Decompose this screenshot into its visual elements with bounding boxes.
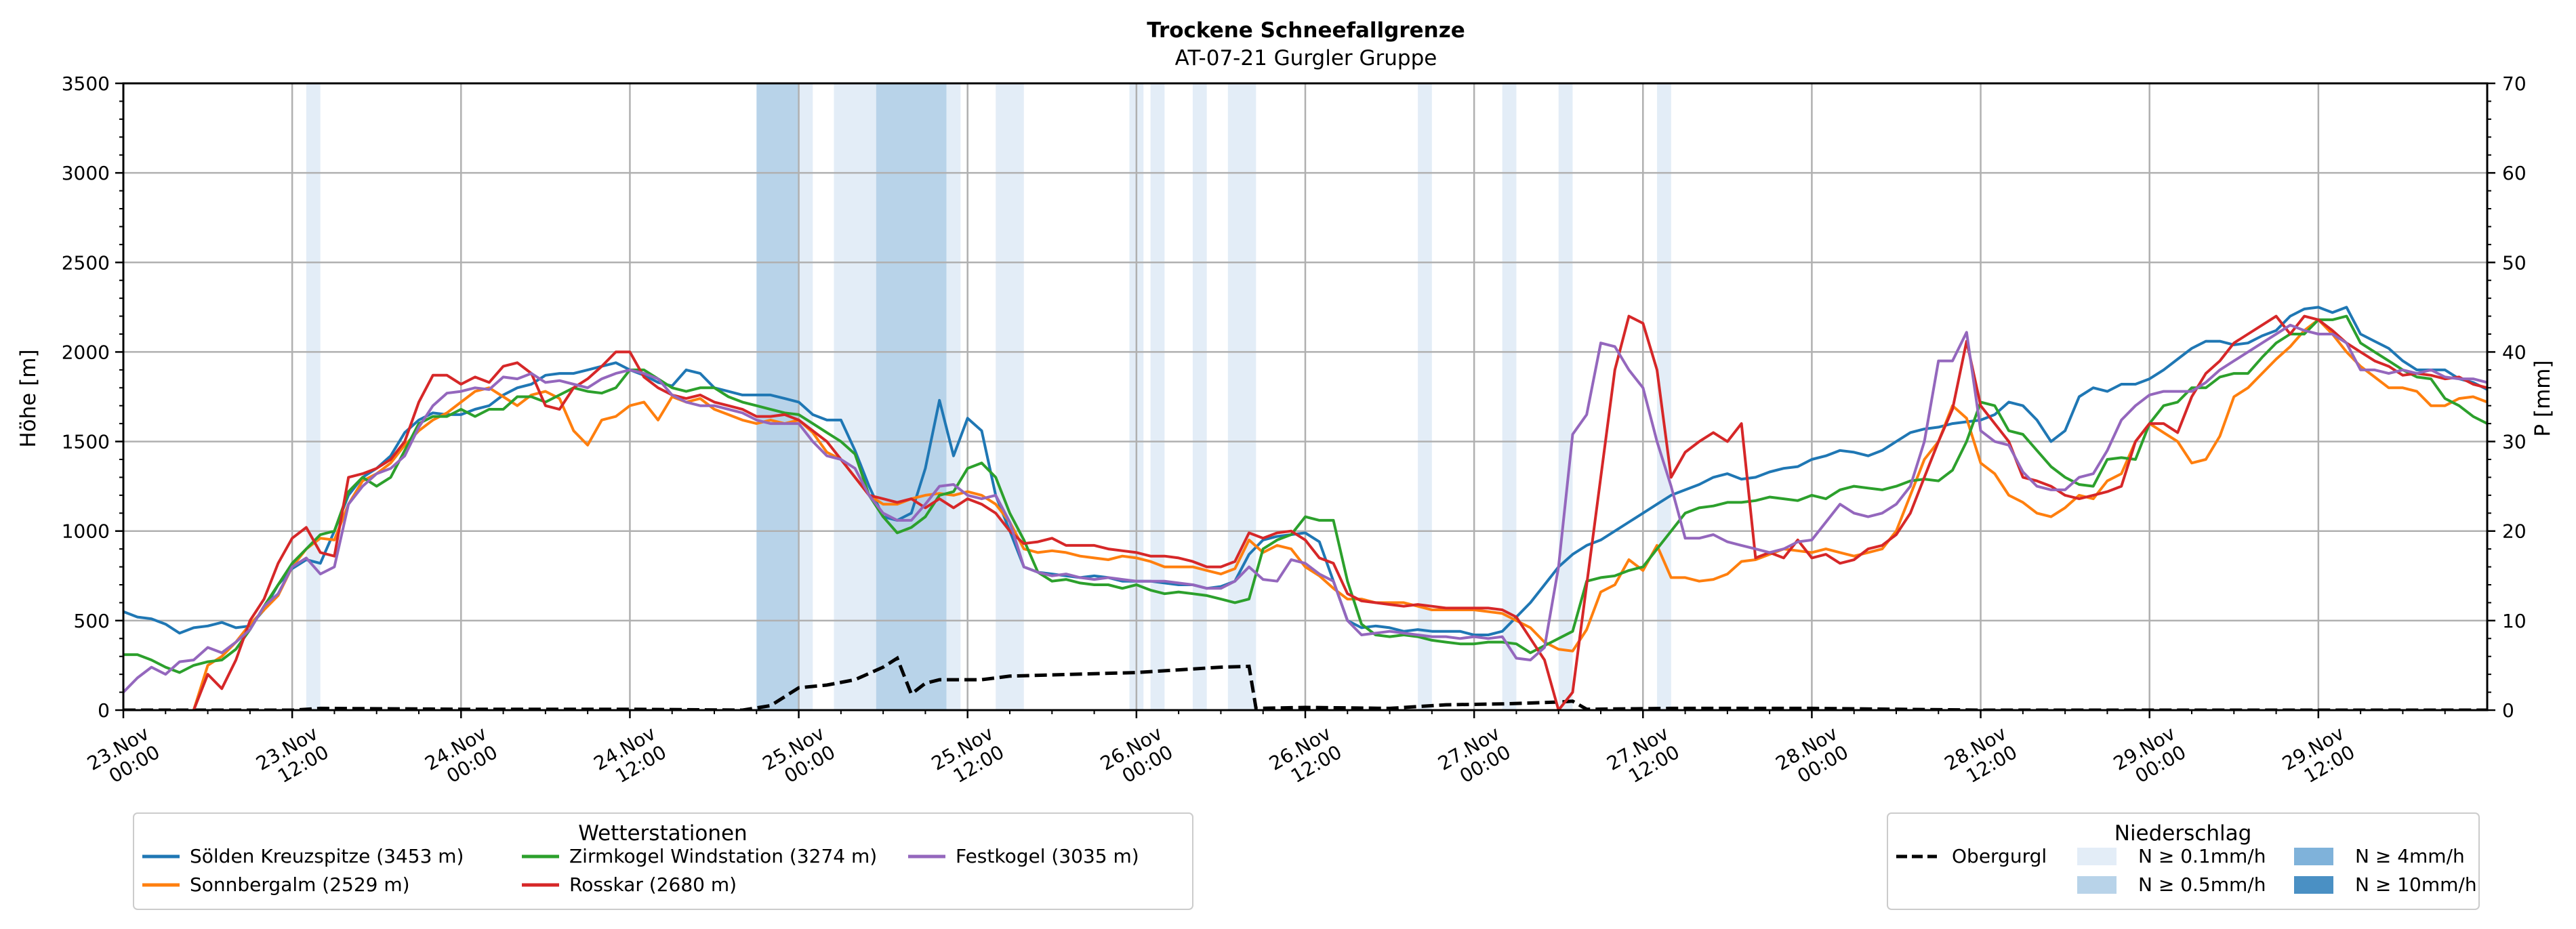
precip-band (306, 83, 321, 710)
legend-label-3: Rosskar (2680 m) (569, 873, 737, 896)
precipitation-legend-title: Niederschlag (2114, 821, 2252, 846)
x-tick-label: 24.Nov12:00 (590, 722, 670, 793)
legend-swatch-bin-3 (2294, 876, 2333, 894)
legend-label-2: Zirmkogel Windstation (3274 m) (569, 845, 877, 867)
legend-label-bin-0: N ≥ 0.1mm/h (2138, 845, 2266, 867)
chart-subtitle: AT-07-21 Gurgler Gruppe (1175, 46, 1437, 70)
precip-band (798, 83, 813, 710)
x-tick-label: 29.Nov12:00 (2278, 722, 2358, 793)
x-tick-label: 24.Nov00:00 (421, 722, 501, 793)
legend-label-4: Festkogel (3035 m) (956, 845, 1139, 867)
precip-band (1418, 83, 1432, 710)
y2-tick-label: 30 (2502, 431, 2527, 453)
y2-tick-label: 70 (2502, 73, 2527, 95)
precip-band (946, 83, 961, 710)
precip-band (1192, 83, 1207, 710)
precip-band (1502, 83, 1517, 710)
x-tick-label: 26.Nov12:00 (1265, 722, 1345, 793)
precip-band (1657, 83, 1671, 710)
y-tick-label: 1500 (62, 431, 110, 453)
legend-label-1: Sonnbergalm (2529 m) (190, 873, 410, 896)
stations-legend-title: Wetterstationen (578, 821, 747, 846)
series-line-3 (192, 314, 2487, 710)
series-line-1 (192, 318, 2487, 710)
stations-legend: Wetterstationen Sölden Kreuzspitze (3453… (133, 812, 1193, 910)
precip-band (1227, 83, 1256, 710)
legend-label-bin-1: N ≥ 0.5mm/h (2138, 873, 2266, 896)
precipitation-bands (306, 83, 1671, 710)
y-tick-label: 2000 (62, 341, 110, 363)
precip-band (876, 83, 947, 710)
y2-tick-label: 60 (2502, 162, 2527, 184)
y2-axis-label: P [mm] (2531, 360, 2555, 436)
legend-swatch-bin-2 (2294, 848, 2333, 865)
series-line-0 (123, 306, 2487, 636)
precip-band (1558, 83, 1573, 710)
y-tick-label: 500 (74, 610, 110, 632)
series-line-4 (123, 323, 2487, 694)
axes: 0 500 1000 1500 2000 2500 3000 3500 0 10 20 30 40 50 6… (62, 73, 2527, 793)
y-tick-label: 0 (98, 699, 110, 722)
y-tick-label: 2500 (62, 251, 110, 274)
legend-label-bin-3: N ≥ 10mm/h (2355, 873, 2477, 896)
y-tick-label: 3000 (62, 162, 110, 184)
precip-band (834, 83, 876, 710)
legend-label-0: Sölden Kreuzspitze (3453 m) (190, 845, 464, 867)
x-tick-label: 25.Nov12:00 (928, 722, 1008, 793)
series-line-obergurgl (123, 655, 2487, 710)
x-tick-label: 25.Nov00:00 (759, 722, 839, 793)
station-lines (123, 306, 2487, 710)
legend-label-obergurgl: Obergurgl (1952, 845, 2047, 867)
x-tick-label: 28.Nov00:00 (1772, 722, 1852, 793)
y2-tick-label: 50 (2502, 251, 2527, 274)
x-tick-label: 27.Nov00:00 (1434, 722, 1514, 793)
x-tick-label: 23.Nov12:00 (252, 722, 332, 793)
precip-band (996, 83, 1024, 710)
y2-tick-label: 10 (2502, 610, 2527, 632)
gridlines (122, 82, 2487, 711)
x-tick-label: 26.Nov00:00 (1097, 722, 1177, 793)
legend-swatch-bin-1 (2077, 876, 2117, 894)
legend-swatch-bin-0 (2077, 848, 2117, 865)
legend-label-bin-2: N ≥ 4mm/h (2355, 845, 2465, 867)
y2-tick-label: 20 (2502, 520, 2527, 543)
y2-tick-label: 0 (2502, 699, 2514, 722)
x-tick-label: 29.Nov00:00 (2110, 722, 2190, 793)
y2-tick-label: 40 (2502, 341, 2527, 363)
precip-band (1150, 83, 1165, 710)
y-tick-label: 3500 (62, 73, 110, 95)
y-tick-label: 1000 (62, 520, 110, 543)
precipitation-legend: Niederschlag Obergurgl N ≥ 0.1mm/h N ≥ 0.5… (1887, 812, 2480, 910)
x-tick-label: 27.Nov12:00 (1603, 722, 1683, 793)
chart-title: Trockene Schneefallgrenze (1147, 18, 1465, 43)
y-axis-label: Höhe [m] (16, 349, 41, 447)
series-line-2 (123, 314, 2487, 674)
stations-legend-frame (133, 812, 1193, 910)
x-tick-label: 28.Nov12:00 (1941, 722, 2021, 793)
x-tick-label: 23.Nov00:00 (83, 722, 163, 793)
